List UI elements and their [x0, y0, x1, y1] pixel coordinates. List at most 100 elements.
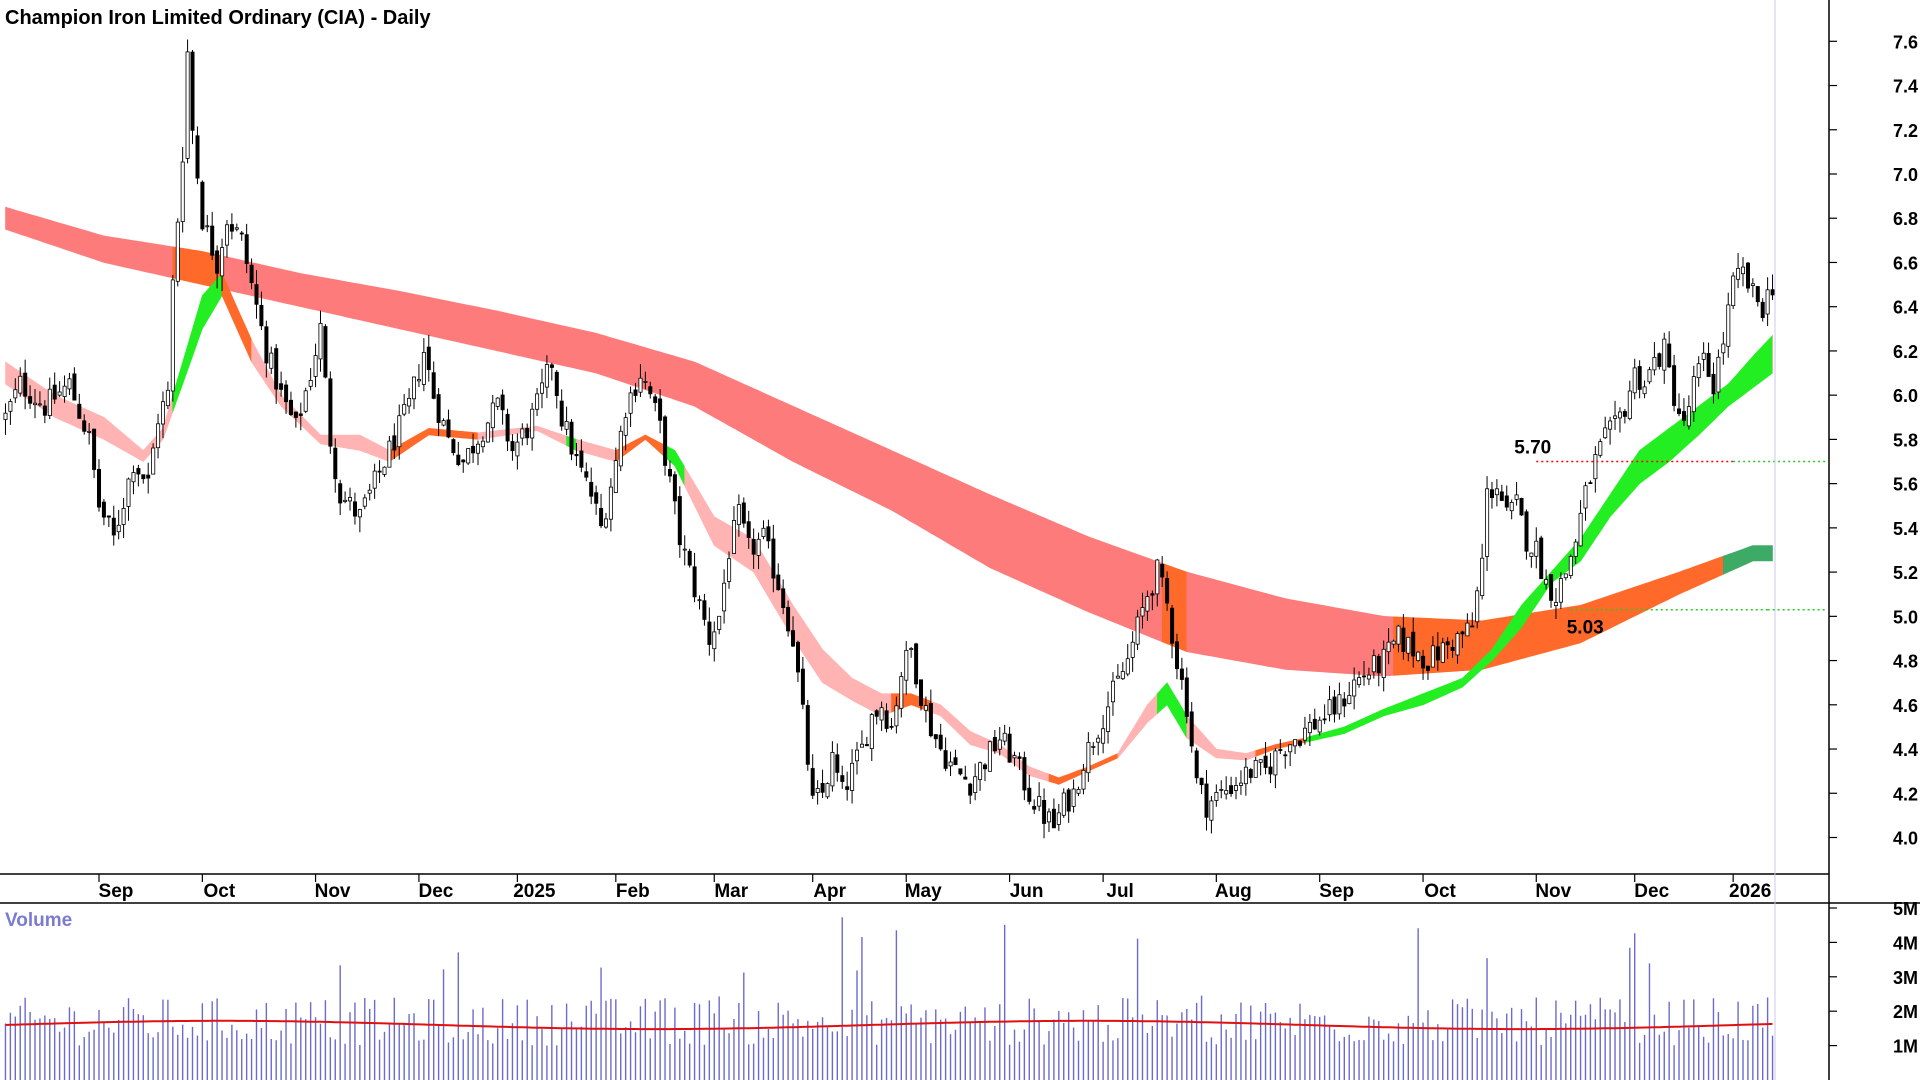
candle	[33, 389, 38, 419]
candle	[1086, 732, 1091, 782]
candle	[1002, 724, 1007, 746]
candle	[899, 671, 904, 718]
candle	[1204, 769, 1209, 831]
candle	[530, 402, 535, 451]
y-tick-label: 6.0	[1893, 386, 1918, 406]
candle	[1440, 637, 1445, 664]
candle	[717, 615, 722, 635]
x-tick-label: 2025	[513, 881, 556, 902]
candle	[1726, 292, 1731, 358]
candle	[466, 448, 471, 466]
candle	[220, 238, 225, 292]
candle	[751, 528, 756, 569]
candle	[426, 334, 431, 382]
candle	[23, 359, 28, 410]
candle	[333, 438, 338, 493]
y-tick-label: 6.4	[1893, 298, 1918, 318]
candle	[1652, 342, 1657, 376]
candle	[357, 508, 362, 533]
candle	[1746, 262, 1751, 293]
candle	[229, 213, 234, 240]
candle	[727, 551, 732, 589]
candle	[1588, 480, 1593, 485]
candle	[47, 377, 52, 420]
candle	[352, 492, 357, 525]
candle	[254, 270, 259, 319]
candle	[279, 371, 284, 397]
candle	[707, 607, 712, 656]
candle	[1573, 539, 1578, 565]
candle	[1234, 776, 1239, 800]
candle	[1268, 753, 1273, 784]
candle	[3, 403, 8, 435]
candle	[1042, 788, 1047, 839]
candle	[889, 717, 894, 730]
candle	[224, 220, 229, 258]
candle	[820, 769, 825, 798]
candle	[1490, 481, 1495, 509]
candle	[1529, 552, 1534, 568]
candle	[136, 464, 141, 487]
candle	[1750, 278, 1755, 298]
candle	[732, 506, 737, 554]
candle	[1115, 664, 1120, 679]
x-tick-label: May	[905, 881, 942, 902]
candle	[520, 423, 525, 446]
candle	[1480, 543, 1485, 600]
candle	[1450, 639, 1455, 658]
candle	[810, 754, 815, 799]
candle	[156, 413, 161, 459]
candle	[599, 493, 604, 529]
candle	[1632, 358, 1637, 400]
candle	[633, 382, 638, 403]
candle	[239, 230, 244, 241]
candle	[879, 701, 884, 732]
candle	[185, 39, 190, 164]
candle	[485, 421, 490, 443]
candle	[1179, 657, 1184, 690]
candle	[402, 394, 407, 417]
candle	[668, 460, 673, 483]
candle	[1022, 751, 1027, 801]
candle	[313, 343, 318, 388]
candle	[1140, 592, 1145, 629]
candle	[1765, 277, 1770, 327]
x-tick-label: Oct	[204, 881, 236, 902]
candle	[1578, 500, 1583, 547]
candle	[1465, 613, 1470, 637]
x-tick-label: Oct	[1424, 881, 1456, 902]
candle	[1322, 704, 1327, 725]
candle	[274, 344, 279, 404]
candle	[392, 423, 397, 460]
x-tick-label: Mar	[714, 881, 748, 902]
candle	[1509, 499, 1514, 520]
candle	[1184, 667, 1189, 724]
candle	[1061, 788, 1066, 818]
candle	[618, 425, 623, 472]
candle	[303, 387, 308, 414]
candle	[608, 478, 613, 532]
candle	[126, 477, 131, 521]
candle	[850, 749, 855, 804]
candle	[663, 415, 668, 476]
candle	[1293, 739, 1298, 754]
candle	[471, 433, 476, 464]
candle	[1455, 631, 1460, 664]
candle	[1558, 572, 1563, 610]
candle	[151, 443, 156, 475]
candle	[904, 641, 909, 695]
candle	[1111, 672, 1116, 716]
candle	[1598, 438, 1603, 458]
candle	[712, 621, 717, 662]
candle	[1549, 573, 1554, 608]
candle	[1066, 787, 1071, 823]
candle	[121, 498, 126, 538]
chart-title: Champion Iron Limited Ordinary (CIA) - D…	[5, 7, 431, 29]
candle	[234, 223, 239, 232]
candle	[648, 381, 653, 399]
candle	[1593, 446, 1598, 493]
candle	[436, 388, 441, 436]
candle	[776, 563, 781, 591]
x-tick-label: Dec	[1634, 881, 1669, 902]
candle	[835, 743, 840, 782]
